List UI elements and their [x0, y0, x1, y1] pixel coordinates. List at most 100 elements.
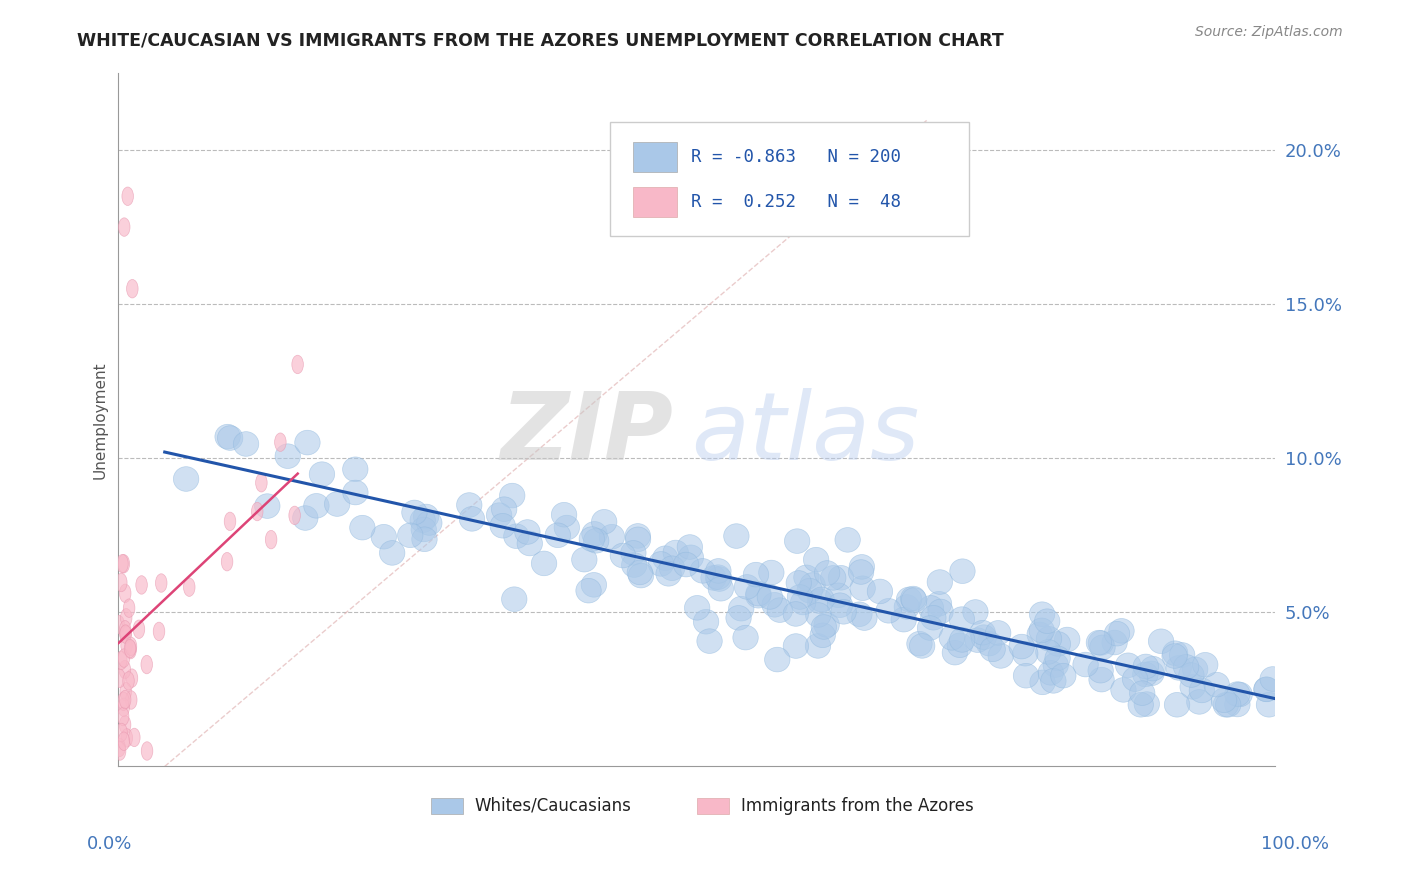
- Ellipse shape: [1140, 657, 1166, 681]
- Ellipse shape: [1088, 667, 1115, 692]
- Ellipse shape: [1260, 666, 1285, 691]
- Ellipse shape: [745, 582, 770, 606]
- Ellipse shape: [592, 509, 617, 534]
- Ellipse shape: [120, 584, 131, 603]
- Ellipse shape: [948, 633, 973, 657]
- Ellipse shape: [949, 559, 976, 583]
- Ellipse shape: [581, 573, 606, 597]
- Ellipse shape: [1166, 656, 1191, 681]
- Ellipse shape: [827, 593, 852, 617]
- Ellipse shape: [118, 555, 129, 573]
- Ellipse shape: [1040, 668, 1066, 693]
- Ellipse shape: [295, 430, 321, 455]
- Ellipse shape: [551, 502, 576, 527]
- Ellipse shape: [1036, 626, 1062, 651]
- Ellipse shape: [765, 648, 790, 672]
- Ellipse shape: [120, 624, 131, 643]
- Ellipse shape: [183, 578, 195, 597]
- Ellipse shape: [1090, 635, 1115, 660]
- Ellipse shape: [921, 606, 946, 630]
- Ellipse shape: [800, 573, 825, 598]
- Ellipse shape: [1122, 667, 1147, 691]
- FancyBboxPatch shape: [633, 187, 678, 218]
- Ellipse shape: [1109, 618, 1135, 643]
- Ellipse shape: [1164, 692, 1189, 717]
- Ellipse shape: [790, 591, 815, 615]
- Ellipse shape: [416, 510, 441, 535]
- Ellipse shape: [1045, 646, 1070, 671]
- Ellipse shape: [626, 527, 651, 551]
- Ellipse shape: [122, 672, 135, 690]
- Ellipse shape: [806, 633, 831, 658]
- Ellipse shape: [1073, 652, 1098, 677]
- Ellipse shape: [648, 551, 673, 576]
- Ellipse shape: [621, 553, 647, 577]
- Ellipse shape: [460, 507, 485, 532]
- Ellipse shape: [221, 552, 233, 571]
- Ellipse shape: [531, 551, 557, 575]
- Ellipse shape: [849, 555, 875, 579]
- Ellipse shape: [1227, 682, 1253, 706]
- Ellipse shape: [868, 579, 893, 604]
- Ellipse shape: [1043, 653, 1069, 677]
- Ellipse shape: [118, 692, 129, 711]
- Ellipse shape: [120, 682, 132, 701]
- Ellipse shape: [1115, 653, 1140, 678]
- Ellipse shape: [707, 566, 733, 591]
- Ellipse shape: [901, 588, 927, 612]
- Ellipse shape: [121, 636, 132, 655]
- Ellipse shape: [125, 640, 136, 659]
- Ellipse shape: [803, 548, 830, 572]
- Ellipse shape: [787, 584, 813, 609]
- Ellipse shape: [811, 615, 837, 640]
- Ellipse shape: [576, 578, 602, 603]
- Ellipse shape: [652, 546, 678, 571]
- Ellipse shape: [1010, 634, 1035, 659]
- Ellipse shape: [785, 529, 810, 553]
- Ellipse shape: [697, 629, 723, 654]
- Ellipse shape: [963, 599, 988, 624]
- Ellipse shape: [831, 599, 856, 624]
- Ellipse shape: [115, 651, 127, 670]
- Ellipse shape: [734, 574, 759, 599]
- Ellipse shape: [266, 531, 277, 549]
- Ellipse shape: [807, 589, 832, 614]
- Ellipse shape: [120, 690, 131, 709]
- Ellipse shape: [806, 603, 831, 627]
- Ellipse shape: [685, 596, 710, 620]
- Text: atlas: atlas: [690, 388, 920, 479]
- Ellipse shape: [949, 607, 974, 632]
- Ellipse shape: [402, 500, 427, 524]
- Ellipse shape: [907, 632, 932, 656]
- Ellipse shape: [1088, 631, 1114, 656]
- Ellipse shape: [325, 491, 350, 516]
- Text: R =  0.252   N =  48: R = 0.252 N = 48: [690, 194, 901, 211]
- Ellipse shape: [917, 615, 943, 640]
- Ellipse shape: [1257, 692, 1282, 717]
- Ellipse shape: [976, 632, 1002, 656]
- Ellipse shape: [579, 527, 605, 551]
- Ellipse shape: [1204, 673, 1229, 697]
- Ellipse shape: [928, 599, 953, 624]
- Ellipse shape: [910, 633, 935, 658]
- Ellipse shape: [693, 609, 718, 634]
- Ellipse shape: [127, 669, 138, 688]
- Ellipse shape: [1133, 662, 1159, 687]
- Ellipse shape: [852, 606, 877, 631]
- Ellipse shape: [120, 715, 131, 734]
- Ellipse shape: [897, 587, 922, 612]
- Ellipse shape: [252, 502, 263, 521]
- Ellipse shape: [413, 504, 439, 529]
- Ellipse shape: [254, 494, 280, 518]
- Ellipse shape: [412, 527, 437, 551]
- Ellipse shape: [627, 560, 652, 585]
- Ellipse shape: [620, 541, 647, 566]
- Ellipse shape: [486, 503, 512, 527]
- Ellipse shape: [1054, 627, 1080, 652]
- Ellipse shape: [756, 584, 783, 609]
- Ellipse shape: [988, 644, 1014, 668]
- Ellipse shape: [546, 523, 571, 548]
- Ellipse shape: [1192, 652, 1218, 677]
- Ellipse shape: [1225, 681, 1250, 706]
- Ellipse shape: [1161, 644, 1187, 668]
